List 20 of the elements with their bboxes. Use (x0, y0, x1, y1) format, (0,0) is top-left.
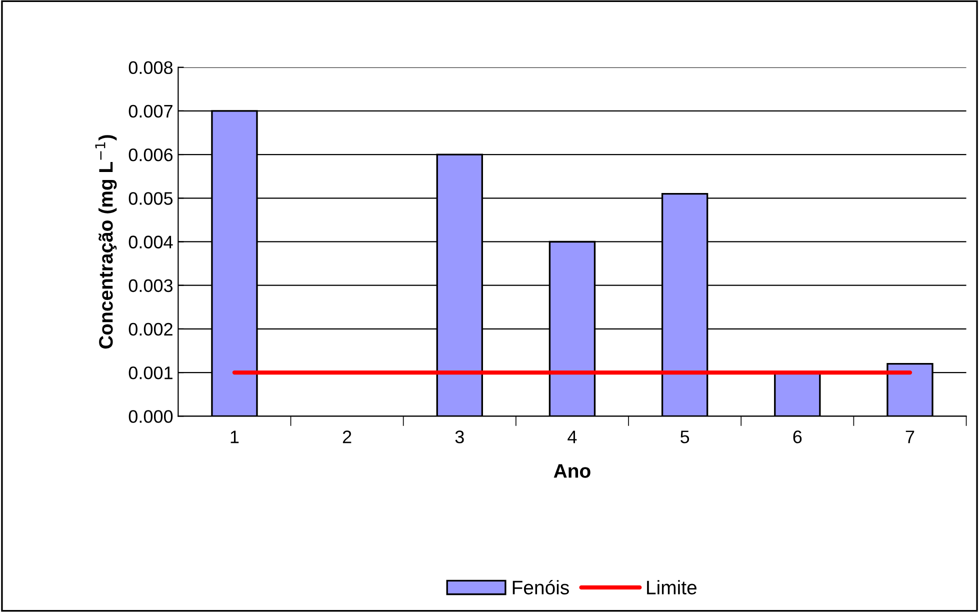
x-tick-label: 1 (230, 430, 239, 444)
y-tick-label: 0.007 (128, 104, 172, 118)
y-axis-title: Concentração (mg L$^{−1}$) (95, 135, 117, 349)
y-tick-label: 0.004 (128, 236, 173, 248)
legend-label: Fenóis (512, 580, 569, 594)
y-tick-label: 0.006 (128, 148, 173, 162)
x-tick-label: 3 (455, 430, 464, 444)
x-tick-label: 6 (793, 430, 802, 444)
x-tick-label: 2 (342, 430, 352, 444)
y-tick-label: 0.000 (128, 410, 173, 423)
x-tick-label: 7 (906, 430, 914, 444)
y-tick-label: 0.001 (128, 366, 172, 380)
legend-label: Limite (647, 580, 696, 594)
y-tick-label: 0.003 (128, 279, 173, 292)
y-tick-label: 0.008 (128, 61, 173, 74)
x-tick-label: 5 (680, 430, 690, 444)
x-tick-label: 4 (568, 430, 577, 444)
x-axis-title: Ano (554, 464, 590, 478)
y-tick-label: 0.005 (128, 192, 173, 205)
y-tick-label: 0.002 (128, 322, 172, 336)
